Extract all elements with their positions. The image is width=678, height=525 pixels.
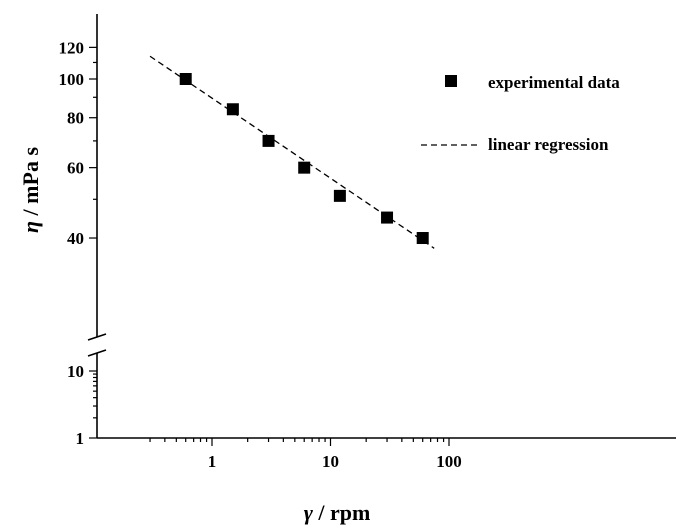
y-tick-label: 80 [67, 109, 84, 128]
data-point [416, 232, 429, 245]
data-point [179, 73, 192, 85]
data-point [333, 189, 346, 202]
x-axis-symbol: γ [304, 500, 314, 525]
experimental-series [179, 73, 429, 245]
x-axis-title: γ / rpm [304, 500, 371, 525]
axis-break-mark-upper [87, 333, 107, 341]
y-tick-label: 60 [67, 159, 84, 178]
legend: experimental data linear regression [421, 73, 620, 154]
y-axis-title: η / mPa s [18, 147, 43, 233]
y-tick-label: 10 [67, 362, 84, 381]
data-point [226, 103, 239, 116]
legend-label-regression: linear regression [488, 135, 609, 154]
data-point [381, 211, 394, 224]
y-axis-symbol: η [18, 221, 43, 233]
x-tick-label: 100 [436, 452, 462, 471]
ticks: 1 10 100 120 100 80 60 40 10 1 [59, 38, 462, 471]
y-tick-label: 100 [59, 70, 85, 89]
data-point [262, 134, 275, 147]
x-tick-label: 10 [322, 452, 339, 471]
y-tick-label: 1 [76, 429, 85, 448]
x-tick-label: 1 [208, 452, 217, 471]
x-axis-unit: / rpm [317, 500, 370, 525]
legend-marker-experimental [445, 75, 457, 87]
axis-break-mark-lower [87, 349, 107, 357]
data-point [298, 161, 311, 174]
axis-titles: γ / rpm η / mPa s [18, 147, 370, 525]
y-tick-label: 120 [59, 38, 85, 57]
y-axis-unit: / mPa s [18, 147, 43, 217]
legend-label-experimental: experimental data [488, 73, 620, 92]
y-tick-label: 40 [67, 229, 84, 248]
